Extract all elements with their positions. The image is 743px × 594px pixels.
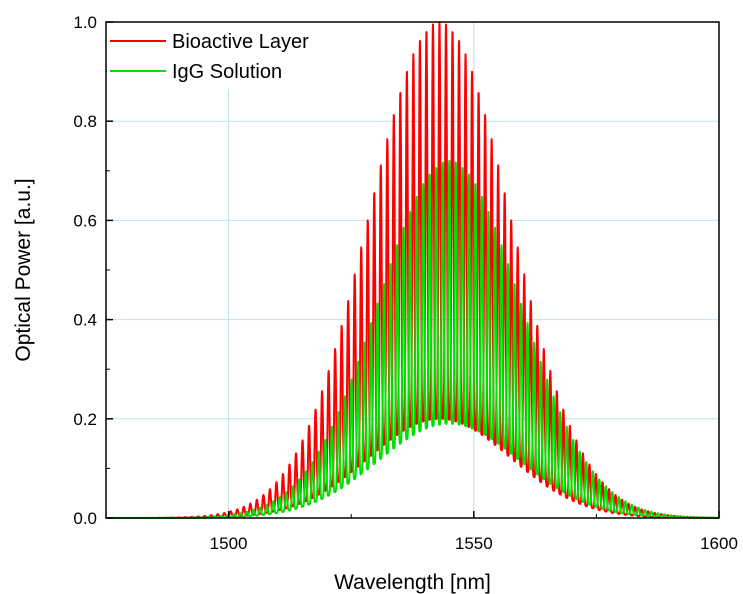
legend: Bioactive Layer IgG Solution [107, 23, 355, 89]
series-line-bioactive-layer [105, 21, 720, 519]
axis-ticks: 1500 1550 1600 0.0 0.2 0.4 0.6 0.8 1.0 [73, 13, 738, 553]
y-axis-title: Optical Power [a.u.] [12, 178, 35, 361]
y-tick-label: 1.0 [73, 13, 97, 32]
series-line-igg-solution [105, 159, 720, 519]
legend-label-bioactive-layer: Bioactive Layer [172, 31, 309, 53]
x-tick-label: 1550 [455, 534, 493, 553]
x-tick-label: 1500 [210, 534, 248, 553]
y-tick-label: 0.8 [73, 112, 97, 131]
plot-area [105, 21, 720, 519]
legend-label-igg-solution: IgG Solution [172, 61, 282, 83]
legend-box [107, 23, 355, 89]
x-axis-title: Wavelength [nm] [334, 571, 491, 594]
y-tick-label: 0.4 [73, 311, 97, 330]
y-tick-label: 0.2 [73, 410, 97, 429]
y-tick-label: 0.0 [73, 509, 97, 528]
x-tick-label: 1600 [700, 534, 738, 553]
y-tick-label: 0.6 [73, 211, 97, 230]
